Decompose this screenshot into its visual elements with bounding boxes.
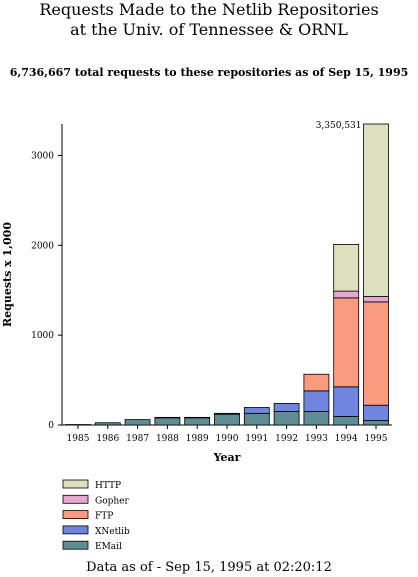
legend-swatch-email bbox=[62, 540, 89, 550]
x-tick-label: 1993 bbox=[305, 434, 328, 444]
bar-segment-ftp-1995 bbox=[363, 301, 389, 406]
x-tick-label: 1995 bbox=[365, 434, 388, 444]
bar-segment-xnetlib-1992 bbox=[273, 403, 300, 412]
x-axis-title: Year bbox=[213, 451, 241, 464]
legend-label-email: EMail bbox=[95, 542, 122, 552]
bar-segment-xnetlib-1990 bbox=[214, 412, 240, 415]
legend-swatch-xnetlib bbox=[62, 525, 89, 535]
bar-segment-xnetlib-1995 bbox=[363, 404, 389, 421]
bar-segment-xnetlib-1989 bbox=[184, 416, 211, 419]
bar-segment-email-1994 bbox=[333, 416, 360, 426]
legend-swatch-http bbox=[62, 479, 89, 489]
bar-segment-ftp-1993 bbox=[303, 373, 330, 392]
bar-segment-email-1988 bbox=[154, 417, 181, 426]
data-timestamp: Data as of - Sep 15, 1995 at 02:20:12 bbox=[86, 560, 332, 575]
legend-label-http: HTTP bbox=[95, 481, 121, 491]
bar-segment-email-1990 bbox=[214, 413, 240, 426]
chart-title-line-2: at the Univ. of Tennessee & ORNL bbox=[70, 20, 348, 39]
bar-segment-xnetlib-1988 bbox=[154, 416, 181, 419]
x-tick-label: 1986 bbox=[96, 434, 119, 444]
bar-segment-email-1991 bbox=[243, 412, 270, 426]
legend-label-gopher: Gopher bbox=[95, 496, 129, 506]
x-tick-label: 1989 bbox=[186, 434, 209, 444]
legend-label-xnetlib: XNetlib bbox=[95, 527, 130, 537]
x-tick-label: 1994 bbox=[335, 434, 358, 444]
bar-total-annotation: 3,350,531 bbox=[316, 121, 362, 131]
bar-segment-email-1985 bbox=[65, 424, 91, 426]
x-tick-label: 1988 bbox=[156, 434, 179, 444]
bar-segment-gopher-1995 bbox=[363, 296, 389, 303]
legend-swatch-gopher bbox=[62, 494, 89, 504]
bar-segment-email-1993 bbox=[303, 411, 330, 426]
bar-segment-http-1995 bbox=[363, 123, 389, 297]
legend-label-ftp: FTP bbox=[95, 512, 113, 522]
x-tick-label: 1990 bbox=[216, 434, 239, 444]
bar-segment-xnetlib-1993 bbox=[303, 390, 330, 412]
x-tick-label: 1992 bbox=[275, 434, 298, 444]
bar-segment-email-1992 bbox=[273, 411, 300, 426]
bar-segment-gopher-1994 bbox=[333, 290, 360, 299]
bar-segment-email-1989 bbox=[184, 417, 211, 426]
bar-segment-xnetlib-1991 bbox=[243, 407, 270, 414]
y-axis-title: Requests x 1,000 bbox=[1, 222, 14, 327]
x-tick-label: 1985 bbox=[67, 434, 90, 444]
bar-segment-email-1987 bbox=[124, 419, 151, 426]
y-tick-label: 3000 bbox=[31, 151, 54, 161]
chart-title-line-1: Requests Made to the Netlib Repositories bbox=[39, 0, 379, 19]
y-tick-label: 1000 bbox=[31, 331, 54, 341]
x-tick-label: 1987 bbox=[126, 434, 149, 444]
y-tick-label: 0 bbox=[48, 421, 54, 431]
bar-segment-email-1995 bbox=[363, 420, 389, 426]
legend-swatch-ftp bbox=[62, 510, 89, 520]
bar-segment-http-1994 bbox=[333, 243, 360, 292]
bar-segment-xnetlib-1994 bbox=[333, 386, 360, 417]
bar-segment-email-1986 bbox=[94, 422, 121, 426]
chart-subtitle: 6,736,667 total requests to these reposi… bbox=[9, 66, 409, 79]
x-tick-label: 1991 bbox=[245, 434, 268, 444]
bar-segment-ftp-1994 bbox=[333, 297, 360, 388]
y-tick-label: 2000 bbox=[31, 241, 54, 251]
